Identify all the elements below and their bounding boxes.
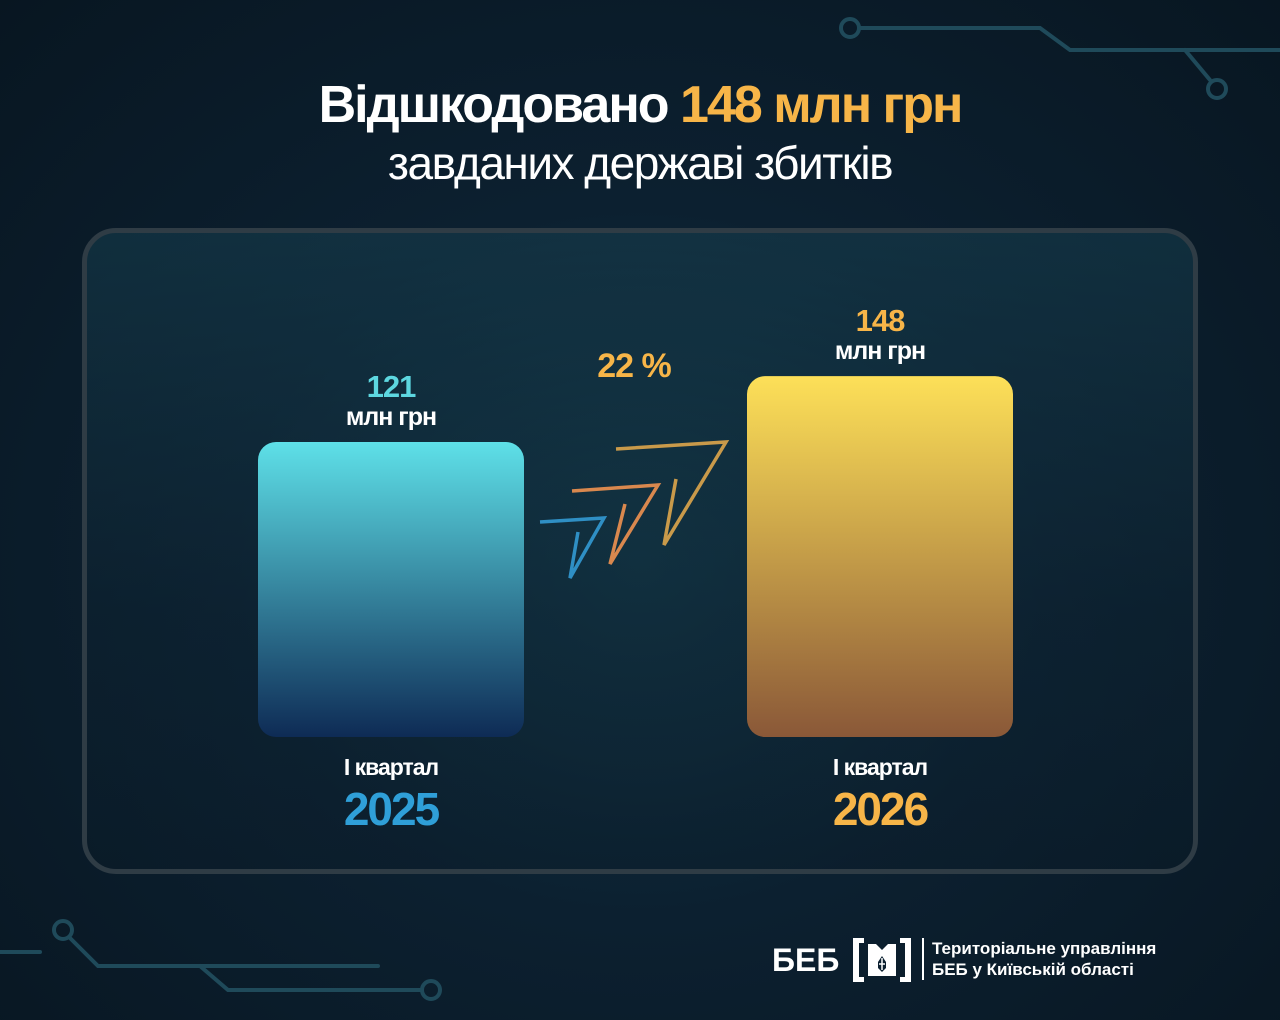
title-line-2: завданих державі збитків	[387, 137, 894, 189]
page-title: Відшкодовано 148 млн грн завданих держав…	[0, 74, 1280, 190]
bar-value-2025: 121	[367, 369, 416, 404]
organization-name-line-2: БЕБ у Київській області	[932, 960, 1134, 979]
beb-abbreviation: БЕБ	[772, 942, 840, 978]
growth-arrows-icon	[539, 440, 730, 579]
title-line-1: Відшкодовано 148 млн грн	[0, 74, 1280, 136]
category-quarter-2025: І квартал	[344, 754, 438, 780]
category-year-2026: 2026	[833, 783, 928, 835]
title-highlight: 148 млн грн	[679, 76, 963, 134]
bar-unit-2025: млн грн	[346, 403, 436, 431]
bar-unit-2026: млн грн	[835, 337, 925, 365]
growth-percent-label: 22 %	[597, 347, 671, 385]
category-quarter-2026: І квартал	[833, 754, 927, 780]
organization-name-line-1: Територіальне управління	[932, 939, 1157, 958]
beb-logo-icon	[853, 938, 911, 982]
bar-2026	[747, 376, 1013, 737]
title-prefix: Відшкодовано	[318, 76, 670, 134]
bar-value-2026: 148	[856, 303, 905, 338]
bar-2025	[258, 442, 524, 737]
organization-name: Територіальне управління БЕБ у Київській…	[922, 938, 1232, 980]
category-year-2025: 2025	[344, 783, 440, 835]
